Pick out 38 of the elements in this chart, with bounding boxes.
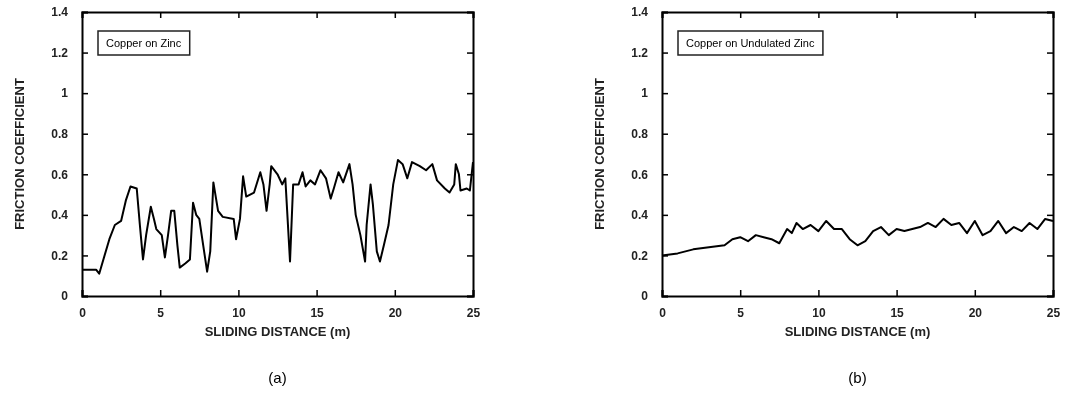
y-tick-label: 1 bbox=[641, 86, 649, 101]
x-tick-label: 20 bbox=[968, 305, 983, 320]
y-tick-label: 0.6 bbox=[631, 167, 649, 182]
x-tick-label: 10 bbox=[232, 305, 246, 320]
y-tick-label: 0.8 bbox=[51, 127, 69, 142]
x-tick-label: 10 bbox=[812, 305, 826, 320]
note-box: Copper on Zinc bbox=[97, 30, 191, 56]
y-tick-label: 0.4 bbox=[631, 208, 649, 223]
text: (a) bbox=[268, 369, 287, 386]
text: (b) bbox=[848, 369, 867, 386]
x-tick-label: 5 bbox=[737, 305, 745, 320]
y-tick-label: 1 bbox=[61, 86, 69, 101]
x-tick-label: 25 bbox=[466, 305, 481, 320]
x-axis-title: SLIDING DISTANCE (m) bbox=[784, 324, 931, 339]
y-axis-title: FRICTION COEFFICIENT bbox=[12, 78, 27, 230]
y-tick-label: 1.4 bbox=[631, 5, 649, 20]
y-tick-label: 0 bbox=[641, 289, 649, 304]
y-tick-label: 0.8 bbox=[631, 127, 649, 142]
y-tick-label: 1.2 bbox=[631, 45, 649, 60]
y-axis-title: FRICTION COEFFICIENT bbox=[592, 78, 607, 230]
y-tick-label: 0.2 bbox=[51, 248, 69, 263]
x-axis-title: SLIDING DISTANCE (m) bbox=[204, 324, 351, 339]
x-tick-label: 5 bbox=[157, 305, 165, 320]
y-tick-label: 1.4 bbox=[51, 5, 69, 20]
x-tick-label: 15 bbox=[310, 305, 325, 320]
y-tick-label: 0.2 bbox=[631, 248, 649, 263]
x-tick-label: 15 bbox=[890, 305, 905, 320]
x-tick-label: 25 bbox=[1046, 305, 1061, 320]
note-box: Copper on Undulated Zinc bbox=[677, 30, 824, 56]
x-tick-label: 0 bbox=[79, 305, 87, 320]
annotation: Copper on Zinc bbox=[106, 37, 182, 49]
y-tick-label: 0.4 bbox=[51, 208, 69, 223]
annotation: Copper on Undulated Zinc bbox=[686, 37, 815, 49]
y-tick-label: 1.2 bbox=[51, 45, 69, 60]
x-tick-label: 0 bbox=[659, 305, 667, 320]
x-tick-label: 20 bbox=[388, 305, 403, 320]
y-tick-label: 0 bbox=[61, 289, 69, 304]
y-tick-label: 0.6 bbox=[51, 167, 69, 182]
